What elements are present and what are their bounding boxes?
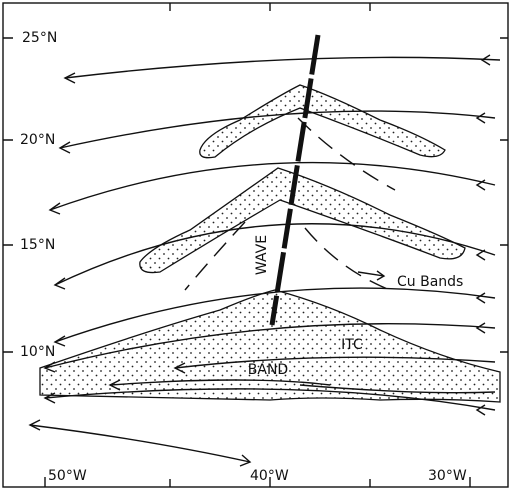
cloud-band (199, 84, 446, 159)
streamlines (28, 54, 501, 467)
lat-label: 20°N (20, 132, 55, 148)
lat-label: 25°N (22, 30, 57, 46)
lon-label: 50°W (48, 468, 87, 484)
cu-arrow (357, 270, 386, 281)
ticks (3, 3, 508, 487)
lon-label: 30°W (428, 468, 467, 484)
cloud-band (139, 167, 466, 274)
lat-label: 10°N (20, 344, 55, 360)
lon-label: 40°W (250, 468, 289, 484)
wave-label: WAVE (254, 235, 270, 275)
itc-band (39, 289, 501, 403)
cu-bands-label: Cu Bands (397, 274, 463, 290)
lat-label: 15°N (20, 237, 55, 253)
dashed-lines (184, 117, 396, 291)
band-label: BAND (248, 362, 288, 378)
wave-axis (269, 34, 321, 326)
itc-label: ITC (341, 337, 363, 353)
